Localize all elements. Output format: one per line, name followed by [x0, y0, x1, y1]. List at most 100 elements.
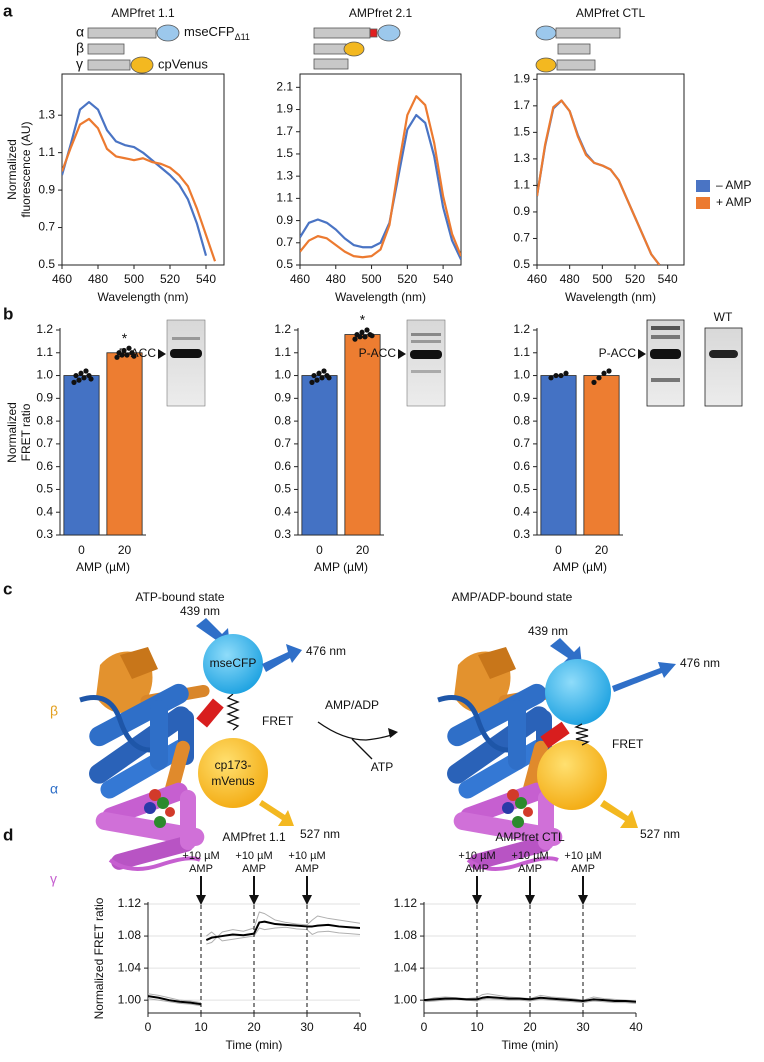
blot [406, 319, 446, 407]
arrow-head [249, 895, 259, 905]
x-tick-label: 30 [300, 1020, 314, 1034]
y-tick-label: 1.2 [36, 322, 53, 336]
x-tick-label: 540 [433, 272, 453, 286]
x-tick-label: 480 [560, 272, 580, 286]
x-axis-label: Time (min) [226, 1038, 283, 1052]
reaction-arrow [351, 738, 373, 760]
y-axis-label: Normalized [5, 139, 19, 200]
data-point [73, 372, 79, 379]
blot-band [411, 333, 441, 336]
blot-band [650, 349, 681, 359]
x-tick-label: 520 [397, 272, 417, 286]
data-point [596, 375, 602, 381]
data-point [354, 331, 360, 338]
gamma-subunit [313, 58, 349, 70]
reaction-arrow [317, 721, 395, 741]
chart-title: AMPfret CTL [576, 6, 646, 20]
y-tick-label: 0.9 [38, 182, 55, 196]
annotation-label: AMP [189, 863, 213, 875]
blot-label: WT [714, 310, 733, 324]
construct-label: γ [76, 56, 83, 72]
wavelength-label: 527 nm [300, 827, 340, 841]
y-axis-label: Normalized [5, 402, 19, 463]
subunit-label: α [50, 781, 58, 797]
venus-sphere [198, 738, 268, 808]
construct-label: cpVenus [158, 56, 208, 71]
venus-sphere [537, 740, 607, 810]
x-tick-label: 0 [555, 543, 562, 557]
emission-arrow [600, 800, 638, 828]
y-tick-label: 1.3 [513, 151, 530, 165]
blot-band [410, 350, 442, 359]
cfp-sphere [545, 659, 611, 725]
series-line [148, 926, 360, 1007]
gamma-subunit [87, 59, 131, 71]
x-axis-label: AMP (µM) [314, 560, 368, 574]
data-point [362, 334, 368, 340]
y-tick-label: 1.00 [394, 992, 418, 1006]
wavelength-label: 439 nm [528, 624, 568, 638]
y-tick-label: 0.5 [513, 257, 530, 271]
plot-frame [299, 73, 462, 266]
protein-structure [80, 647, 211, 872]
wavelength-label: 439 nm [180, 604, 220, 618]
blot-label: P-ACC [119, 346, 157, 360]
series-line [537, 99, 661, 265]
data-point [131, 353, 137, 359]
x-tick-label: 460 [52, 272, 72, 286]
y-tick-label: 1.08 [118, 928, 142, 942]
legend-swatch [696, 180, 710, 192]
y-tick-label: 1.7 [513, 98, 530, 112]
cfp-label: mseCFP [184, 24, 235, 39]
annotation-label: AMP [242, 863, 266, 875]
panel-label: b [3, 304, 13, 323]
y-tick-label: 0.5 [276, 257, 293, 271]
x-tick-label: 540 [658, 272, 678, 286]
x-tick-label: 500 [124, 272, 144, 286]
panel-label: c [3, 579, 12, 598]
gamma-subunit [556, 59, 596, 71]
annotation-label: +10 µM [564, 850, 601, 862]
series-line [537, 99, 661, 265]
legend-label: + AMP [716, 195, 752, 209]
x-tick-label: 0 [78, 543, 85, 557]
bar [63, 375, 100, 536]
x-tick-label: 480 [88, 272, 108, 286]
data-point [88, 376, 94, 382]
data-point [321, 368, 327, 374]
venus-label: cp173- [215, 758, 252, 772]
alpha-subunit [555, 27, 621, 39]
series-line [300, 95, 461, 259]
panel-label: d [3, 825, 13, 844]
data-point [553, 372, 559, 379]
cfp-icon [377, 24, 401, 42]
data-point [76, 377, 82, 383]
blot-band [709, 350, 738, 358]
x-tick-label: 520 [625, 272, 645, 286]
blot-pointer [638, 349, 646, 359]
venus-icon [343, 41, 365, 57]
data-point [314, 377, 320, 383]
data-point [591, 379, 597, 385]
blot-band [411, 340, 441, 343]
y-tick-label: 0.3 [36, 527, 53, 541]
annotation-label: +10 µM [458, 850, 495, 862]
y-tick-label: 0.9 [513, 391, 530, 405]
x-axis-label: Wavelength (nm) [98, 290, 189, 304]
annotation-label: +10 µM [511, 850, 548, 862]
annotation-label: AMP [465, 863, 489, 875]
arrow-head [302, 895, 312, 905]
y-tick-label: 1.3 [38, 107, 55, 121]
blot-band [411, 370, 441, 373]
y-tick-label: 1.1 [513, 178, 530, 192]
data-point [359, 329, 365, 335]
blot-label: P-ACC [359, 346, 397, 360]
x-tick-label: 30 [576, 1020, 590, 1034]
y-tick-label: 1.00 [118, 992, 142, 1006]
construct-label: mseCFPΔ11 [184, 24, 250, 42]
data-point [71, 379, 77, 385]
y-tick-label: 0.9 [513, 204, 530, 218]
y-tick-label: 1.1 [36, 345, 53, 359]
